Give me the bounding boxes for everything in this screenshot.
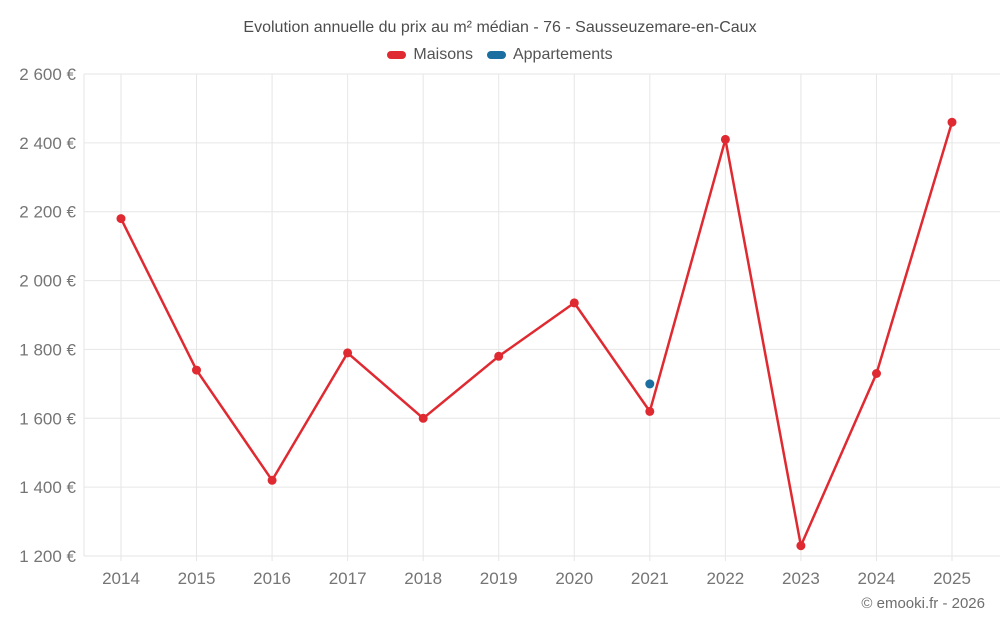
y-axis-tick-label: 2 600 € xyxy=(19,65,76,84)
data-point-maisons-2024[interactable] xyxy=(872,369,881,378)
legend-label-maisons: Maisons xyxy=(413,46,473,63)
x-axis-tick-label: 2016 xyxy=(253,569,291,588)
x-axis-tick-label: 2015 xyxy=(178,569,216,588)
chart-legend: Maisons Appartements xyxy=(0,46,1000,64)
x-axis-tick-label: 2024 xyxy=(858,569,896,588)
y-axis-tick-label: 2 400 € xyxy=(19,134,76,153)
data-point-maisons-2018[interactable] xyxy=(418,413,428,423)
y-axis-tick-label: 2 000 € xyxy=(19,272,76,291)
data-point-maisons-2015[interactable] xyxy=(192,365,201,375)
data-point-maisons-2022[interactable] xyxy=(720,134,730,144)
data-point-appartements-2021[interactable] xyxy=(645,379,655,389)
x-axis-tick-label: 2017 xyxy=(329,569,367,588)
y-axis-tick-label: 1 800 € xyxy=(19,340,76,359)
data-point-maisons-2019[interactable] xyxy=(494,351,504,361)
x-axis-tick-label: 2021 xyxy=(631,569,669,588)
data-point-maisons-2014[interactable] xyxy=(116,214,126,224)
data-point-maisons-2023[interactable] xyxy=(796,541,806,551)
data-point-maisons-2025[interactable] xyxy=(947,117,957,127)
legend-label-appartements: Appartements xyxy=(512,46,613,63)
legend-item-appartements[interactable]: Appartements xyxy=(486,46,613,64)
x-axis-tick-label: 2020 xyxy=(555,569,593,588)
x-axis-tick-label: 2025 xyxy=(933,569,971,588)
x-axis-tick-label: 2022 xyxy=(706,569,744,588)
data-point-maisons-2017[interactable] xyxy=(343,348,353,358)
series-line-maisons xyxy=(119,120,954,547)
data-point-maisons-2020[interactable] xyxy=(569,298,579,308)
y-axis-tick-label: 1 200 € xyxy=(19,547,76,566)
footer-credit[interactable]: © emooki.fr - 2026 xyxy=(861,595,985,612)
data-point-maisons-2021[interactable] xyxy=(645,406,655,416)
x-axis-tick-label: 2019 xyxy=(480,569,518,588)
x-axis-tick-label: 2018 xyxy=(404,569,442,588)
y-axis-tick-label: 1 400 € xyxy=(19,478,76,497)
chart-title: Evolution annuelle du prix au m² médian … xyxy=(243,19,757,36)
appartements-swatch-icon xyxy=(486,51,506,59)
y-axis-tick-label: 2 200 € xyxy=(19,203,76,222)
y-axis-tick-label: 1 600 € xyxy=(19,409,76,428)
data-point-maisons-2016[interactable] xyxy=(267,475,277,485)
x-axis-tick-label: 2014 xyxy=(102,569,140,588)
legend-item-maisons[interactable]: Maisons xyxy=(387,46,473,64)
maisons-swatch-icon xyxy=(387,51,407,59)
x-axis-tick-label: 2023 xyxy=(782,569,820,588)
